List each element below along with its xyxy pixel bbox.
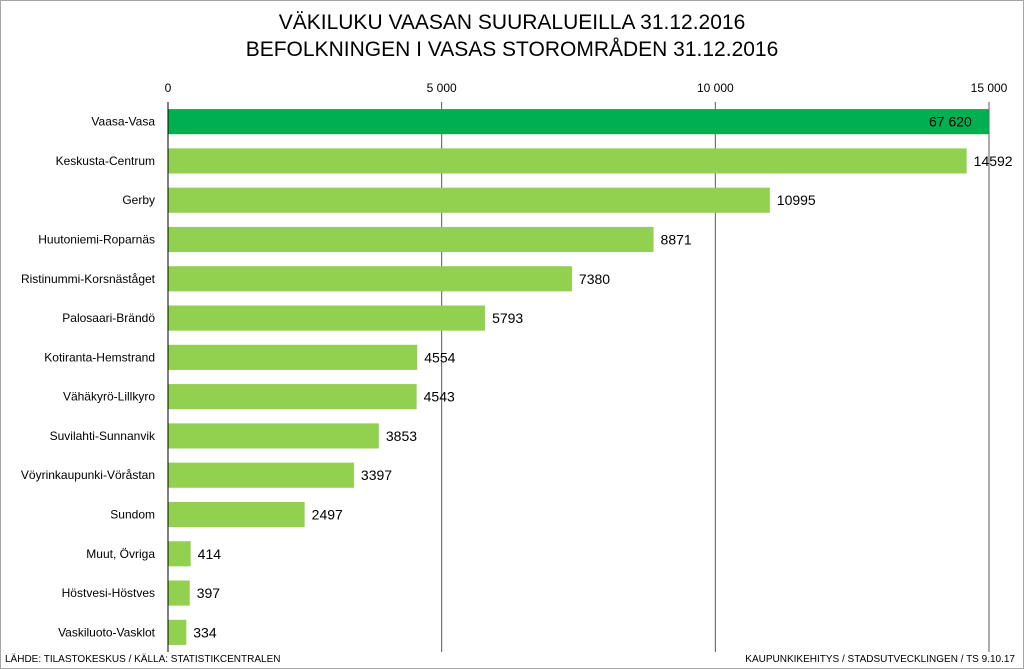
credit-note: KAUPUNKIKEHITYS / STADSUTVECKLINGEN / TS… bbox=[745, 654, 1015, 665]
category-label: Vaasa-Vasa bbox=[91, 115, 155, 129]
x-tick-label: 5 000 bbox=[427, 81, 457, 95]
data-label: 5793 bbox=[492, 310, 523, 326]
bar bbox=[168, 226, 654, 253]
bar bbox=[168, 462, 354, 488]
bar bbox=[168, 384, 417, 410]
bar bbox=[168, 501, 305, 528]
data-label: 2497 bbox=[312, 507, 343, 523]
data-label: 4543 bbox=[424, 389, 455, 405]
bar bbox=[168, 344, 418, 370]
bar bbox=[168, 580, 190, 606]
x-tick-label: 0 bbox=[165, 81, 172, 95]
bar bbox=[168, 305, 486, 331]
category-label: Vaskiluoto-Vasklot bbox=[58, 625, 156, 639]
category-label: Huutoniemi-Roparnäs bbox=[38, 233, 155, 247]
bar bbox=[168, 541, 191, 567]
source-note: LÄHDE: TILASTOKESKUS / KÄLLA: STATISTIKC… bbox=[5, 654, 281, 665]
category-label: Vöyrinkaupunki-Vöråstan bbox=[21, 468, 155, 482]
data-label: 67 620 bbox=[929, 114, 972, 130]
data-label: 414 bbox=[198, 546, 222, 562]
category-label: Suvilahti-Sunnanvik bbox=[50, 429, 156, 443]
bar bbox=[168, 109, 989, 135]
data-label: 3397 bbox=[361, 467, 392, 483]
data-label: 10995 bbox=[777, 192, 816, 208]
bar bbox=[168, 423, 379, 449]
bar bbox=[168, 148, 967, 174]
data-label: 4554 bbox=[424, 349, 455, 365]
chart-subtitle: BEFOLKNINGEN I VASAS STOROMRÅDEN 31.12.2… bbox=[245, 38, 779, 61]
x-tick-label: 10 000 bbox=[697, 81, 734, 95]
category-label: Palosaari-Brändö bbox=[62, 311, 155, 325]
category-label: Muut, Övriga bbox=[86, 547, 155, 561]
category-label: Gerby bbox=[122, 193, 155, 207]
bar bbox=[168, 266, 572, 292]
category-label: Ristinummi-Korsnäståget bbox=[21, 272, 156, 286]
category-label: Höstvesi-Höstves bbox=[62, 586, 155, 600]
category-label: Sundom bbox=[110, 508, 155, 522]
chart-title-block: VÄKILUKU VAASAN SUURALUEILLA 31.12.2016 … bbox=[1, 9, 1023, 63]
x-tick-label: 15 000 bbox=[971, 81, 1008, 95]
data-label: 3853 bbox=[386, 428, 417, 444]
bar bbox=[168, 187, 770, 213]
data-label: 8871 bbox=[661, 232, 692, 248]
chart-title: VÄKILUKU VAASAN SUURALUEILLA 31.12.2016 bbox=[278, 11, 746, 34]
category-label: Vähäkyrö-Lillkyro bbox=[63, 390, 155, 404]
category-label: Kotiranta-Hemstrand bbox=[44, 350, 155, 364]
category-label: Keskusta-Centrum bbox=[56, 154, 155, 168]
data-label: 14592 bbox=[974, 153, 1013, 169]
bar bbox=[168, 619, 187, 645]
data-label: 397 bbox=[197, 585, 221, 601]
data-label: 334 bbox=[193, 624, 217, 640]
data-label: 7380 bbox=[579, 271, 610, 287]
